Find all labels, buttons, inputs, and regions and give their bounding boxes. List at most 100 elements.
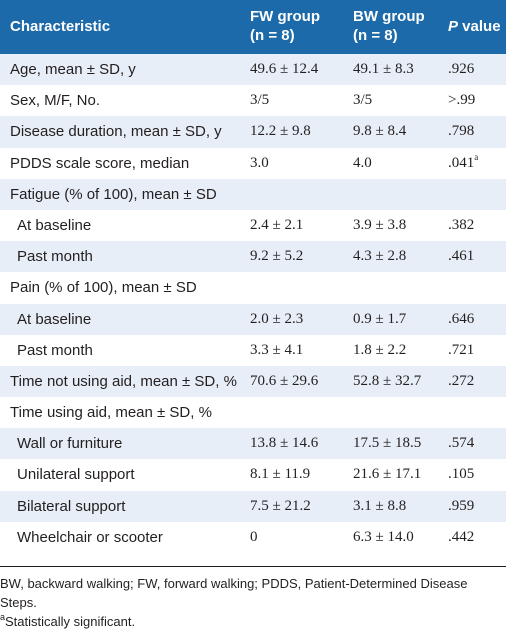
bw-value: 3/5 — [353, 92, 373, 109]
table-row: Time using aid, mean ± SD, % — [0, 397, 506, 428]
bw-value: 4.3 ± 2.8 — [353, 248, 407, 265]
p-number: .105 — [448, 466, 475, 483]
row-label: Bilateral support — [17, 497, 126, 515]
p-number: .382 — [448, 216, 475, 233]
fw-value: 2.4 ± 2.1 — [250, 216, 304, 233]
p-value: .461 — [448, 241, 474, 272]
fw-value: 7.5 ± 21.2 — [250, 497, 311, 514]
fw-value: 70.6 ± 29.6 — [250, 372, 319, 389]
row-label: Sex, M/F, No. — [10, 92, 101, 110]
table-row: Bilateral support 7.5 ± 21.2 3.1 ± 8.8 .959 — [0, 490, 506, 522]
bw-value: 0.9 ± 1.7 — [353, 310, 407, 327]
header-p-rest: value — [458, 18, 501, 35]
p-value: .574 — [448, 428, 474, 459]
p-superscript: a — [474, 151, 479, 162]
bw-value: 21.6 ± 17.1 — [353, 466, 422, 483]
row-label: At baseline — [17, 216, 92, 234]
row-label: Wall or furniture — [17, 435, 123, 453]
header-p-value: P value — [448, 17, 501, 36]
bw-value: 4.0 — [353, 154, 372, 171]
p-value: .646 — [448, 304, 474, 335]
p-number: >.99 — [448, 92, 476, 109]
p-number: .798 — [448, 123, 475, 140]
p-value: .041a — [448, 148, 478, 179]
table-footnotes: BW, backward walking; FW, forward walkin… — [0, 574, 506, 631]
footnote-abbreviations: BW, backward walking; FW, forward walkin… — [0, 576, 468, 610]
p-number: .041 — [448, 154, 475, 171]
bw-value: 3.9 ± 3.8 — [353, 216, 407, 233]
p-value: .442 — [448, 522, 474, 553]
header-bw-line1: BW group — [353, 8, 425, 25]
table-row: Wheelchair or scooter 0 6.3 ± 14.0 .442 — [0, 522, 506, 553]
row-label: Time not using aid, mean ± SD, % — [10, 372, 237, 390]
header-p-letter: P — [448, 18, 459, 35]
row-label: Disease duration, mean ± SD, y — [10, 123, 222, 141]
row-label: Time using aid, mean ± SD, % — [10, 404, 212, 422]
bw-value: 3.1 ± 8.8 — [353, 497, 407, 514]
fw-value: 2.0 ± 2.3 — [250, 310, 304, 327]
row-label: PDDS scale score, median — [10, 154, 190, 172]
row-label: At baseline — [17, 310, 92, 328]
bottom-rule — [0, 566, 506, 567]
table-row: PDDS scale score, median 3.0 4.0 .041a — [0, 148, 506, 179]
bw-value: 49.1 ± 8.3 — [353, 61, 414, 77]
fw-value: 13.8 ± 14.6 — [250, 435, 319, 452]
fw-value: 9.2 ± 5.2 — [250, 248, 304, 265]
row-label: Past month — [17, 248, 93, 266]
p-number: .442 — [448, 528, 475, 545]
table-row: Wall or furniture 13.8 ± 14.6 17.5 ± 18.5.… — [0, 428, 506, 460]
table-row: At baseline 2.0 ± 2.3 0.9 ± 1.7 .646 — [0, 303, 506, 335]
bw-value: 17.5 ± 18.5 — [353, 435, 422, 452]
bw-value: 52.8 ± 32.7 — [353, 372, 422, 389]
table-row: Past month 9.2 ± 5.2 4.3 ± 2.8 .461 — [0, 241, 506, 273]
footnote-significance-text: Statistically significant. — [5, 614, 136, 629]
table-row: Pain (% of 100), mean ± SD — [0, 272, 506, 303]
header-fw-group: FW group (n = 8) — [250, 7, 320, 45]
row-label: Past month — [17, 341, 93, 359]
fw-value: 49.6 ± 12.4 — [250, 61, 319, 77]
table-row: Time not using aid, mean ± SD, % 70.6 ± 2… — [0, 365, 506, 398]
fw-value: 0 — [250, 528, 258, 545]
p-value: .382 — [448, 210, 474, 241]
fw-value: 12.2 ± 9.8 — [250, 123, 311, 140]
header-bw-group: BW group (n = 8) — [353, 7, 425, 45]
p-number: .721 — [448, 341, 475, 358]
bw-value: 9.8 ± 8.4 — [353, 123, 407, 140]
table-row: Fatigue (% of 100), mean ± SD — [0, 178, 506, 210]
row-label: Unilateral support — [17, 466, 135, 484]
p-value: .721 — [448, 335, 474, 366]
p-value: .272 — [448, 366, 474, 397]
table-header: Characteristic FW group (n = 8) BW group… — [0, 0, 506, 54]
p-value: .926 — [448, 54, 474, 85]
row-label: Age, mean ± SD, y — [10, 61, 136, 78]
table-row: Age, mean ± SD, y 49.6 ± 12.4 49.1 ± 8.3 .9… — [0, 54, 506, 86]
p-value: .105 — [448, 459, 474, 490]
p-number: .646 — [448, 310, 475, 327]
header-characteristic: Characteristic — [10, 18, 111, 35]
table-row: Disease duration, mean ± SD, y 12.2 ± 9.8… — [0, 116, 506, 148]
header-bw-line2: (n = 8) — [353, 27, 398, 44]
p-number: .574 — [448, 435, 475, 452]
header-fw-line2: (n = 8) — [250, 27, 295, 44]
p-value: .959 — [448, 491, 474, 522]
row-label: Fatigue (% of 100), mean ± SD — [10, 185, 217, 203]
footnote-mark: a — [0, 611, 6, 622]
table-row: At baseline 2.4 ± 2.1 3.9 ± 3.8 .382 — [0, 210, 506, 241]
p-number: .272 — [448, 372, 475, 389]
row-label: Pain (% of 100), mean ± SD — [10, 279, 197, 297]
footnote-significance: aStatistically significant. — [0, 612, 506, 631]
table-row: Unilateral support 8.1 ± 11.9 21.6 ± 17.1.… — [0, 459, 506, 490]
fw-value: 3/5 — [250, 92, 270, 109]
bw-value: 6.3 ± 14.0 — [353, 528, 414, 545]
fw-value: 3.3 ± 4.1 — [250, 341, 304, 358]
fw-value: 8.1 ± 11.9 — [250, 466, 311, 483]
bw-value: 1.8 ± 2.2 — [353, 341, 407, 358]
row-label: Wheelchair or scooter — [17, 528, 163, 546]
table-body: Age, mean ± SD, y 49.6 ± 12.4 49.1 ± 8.3 .9… — [0, 54, 506, 553]
p-number: .461 — [448, 248, 475, 265]
p-value: >.99 — [448, 85, 475, 116]
table-row: Past month 3.3 ± 4.1 1.8 ± 2.2 .721 — [0, 335, 506, 366]
p-value: .798 — [448, 116, 474, 147]
header-fw-line1: FW group — [250, 8, 320, 25]
